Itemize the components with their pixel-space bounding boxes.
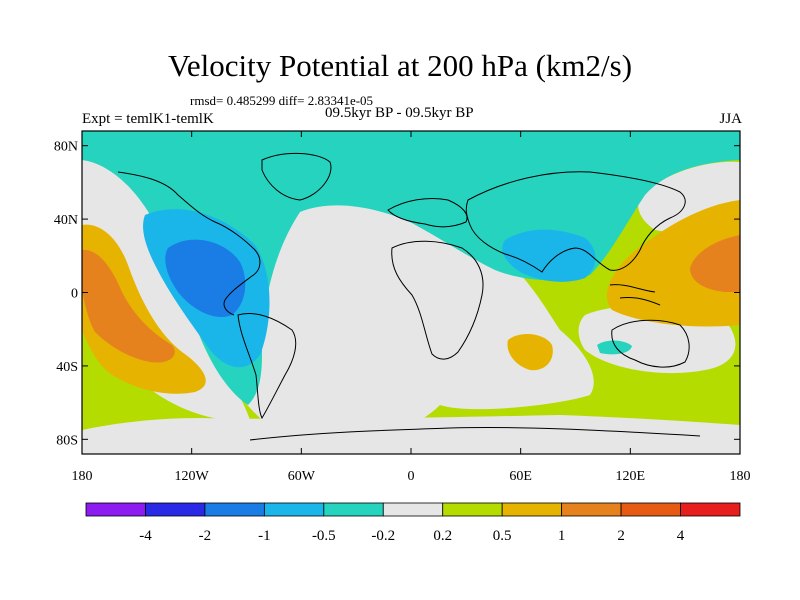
lat-tick-label-3: 40S <box>56 360 78 375</box>
colorbar-label-3: -0.5 <box>312 528 336 544</box>
field-orange-wpacific <box>82 249 175 363</box>
field-orange-epacific <box>690 235 740 292</box>
lon-tick-label-1: 120W <box>175 469 210 484</box>
season-label: JJA <box>719 111 742 127</box>
colorbar-swatch-5 <box>382 502 444 517</box>
coast-greenland <box>261 152 332 201</box>
coast-africa <box>391 240 484 360</box>
lat-tick-label-1: 40N <box>54 213 78 228</box>
map-title: Velocity Potential at 200 hPa (km2/s) <box>167 48 633 83</box>
lon-tick-label-6: 180 <box>730 469 751 484</box>
coast-australia <box>611 319 690 368</box>
colorbar-label-0: -4 <box>139 528 152 544</box>
field-cyan-asia <box>502 229 596 282</box>
colorbar-swatch-7 <box>501 502 563 517</box>
colorbar-label-4: -0.2 <box>371 528 395 544</box>
field-yellow-indian <box>507 333 553 371</box>
colorbar-swatch-8 <box>561 502 622 517</box>
field-blue-core <box>165 239 246 318</box>
lat-tick-label-2: 0 <box>71 287 78 302</box>
period-label: 09.5kyr BP - 09.5kyr BP <box>325 105 474 121</box>
colorbar-label-2: -1 <box>258 528 271 544</box>
coast-antarctica <box>249 426 701 441</box>
velocity-potential-field <box>82 131 740 454</box>
coast-indonesia <box>609 284 661 306</box>
coast-europe <box>387 197 468 228</box>
colorbar-swatch-10 <box>680 502 741 517</box>
colorbar-label-8: 2 <box>617 528 625 544</box>
colorbar-label-7: 1 <box>558 528 566 544</box>
colorbar-swatch-0 <box>85 502 146 517</box>
field-gray-south <box>82 415 740 454</box>
colorbar-label-9: 4 <box>677 528 685 544</box>
coastlines <box>117 152 701 441</box>
latitude-axis: 80N 40N 0 40S 80S <box>54 140 740 448</box>
field-yellow-wpacific <box>82 224 206 394</box>
experiment-label: Expt = temlK1-temlK <box>82 111 214 127</box>
lon-tick-label-4: 60E <box>509 469 532 484</box>
field-yellow-epacific <box>606 200 740 327</box>
coast-south-america <box>237 313 297 420</box>
field-teal-indian <box>597 340 632 355</box>
colorbar-swatch-2 <box>204 502 265 517</box>
colorbar-label-5: 0.2 <box>433 528 452 544</box>
colorbar-label-1: -2 <box>199 528 212 544</box>
lon-tick-label-3: 0 <box>408 469 415 484</box>
stats-text: rmsd= 0.485299 diff= 2.83341e-05 <box>190 93 374 108</box>
colorbar-swatch-3 <box>263 502 325 517</box>
lat-tick-label-4: 80S <box>56 433 78 448</box>
lat-tick-label-0: 80N <box>54 140 78 155</box>
coast-asia <box>465 171 686 273</box>
longitude-axis: 180 120W 60W 0 60E 120E 180 <box>72 131 751 484</box>
colorbar-swatch-9 <box>620 502 681 517</box>
colorbar-swatch-1 <box>145 502 206 517</box>
lon-tick-label-5: 120E <box>616 469 646 484</box>
colorbar: -4 -2 -1 -0.5 -0.2 0.2 0.5 1 2 4 <box>85 502 741 544</box>
colorbar-label-6: 0.5 <box>493 528 512 544</box>
coast-north-america <box>117 171 261 316</box>
lon-tick-label-0: 180 <box>72 469 93 484</box>
colorbar-swatch-4 <box>323 502 384 517</box>
colorbar-swatch-6 <box>442 502 503 517</box>
lon-tick-label-2: 60W <box>288 469 316 484</box>
